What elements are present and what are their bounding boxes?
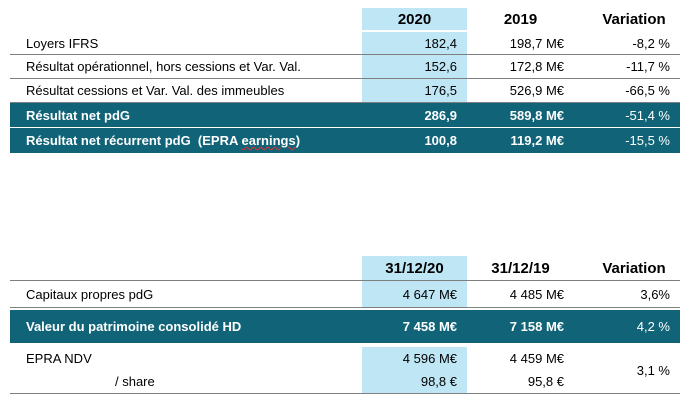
row-value-31-12-20: 4 596 M€ [362, 347, 467, 370]
row-subvalue-31-12-20: 98,8 € [362, 370, 467, 393]
row-variation: -11,7 % [626, 59, 670, 74]
row-subvalue-31-12-19: 95,8 € [527, 374, 564, 389]
row-variation: -8,2 % [632, 35, 670, 51]
row-value-2019: 119,2 M€ [510, 133, 565, 148]
row-label: Capitaux propres pdG [26, 286, 154, 302]
header-2019: 2019 [503, 10, 538, 28]
row-value-31-12-19: 4 485 M€ [509, 286, 564, 302]
row-value-2019: 526,9 M€ [509, 83, 564, 98]
row-variation: 3,1 % [636, 362, 670, 378]
row-variation: -15,5 % [625, 133, 670, 148]
row-variation: -51,4 % [625, 107, 670, 123]
header-31-12-20: 31/12/20 [362, 256, 467, 280]
results-header-row: 2020 2019 Variation [10, 8, 680, 30]
table-row: Loyers IFRS 182,4 198,7 M€ -8,2 % [10, 32, 680, 55]
table-row-highlight: Valeur du patrimoine consolidé HD 7 458 … [10, 310, 680, 343]
row-label-underlined-word: earnings [241, 133, 296, 148]
row-value-2020: 176,5 [362, 79, 467, 102]
row-value-31-12-20: 7 458 M€ [362, 310, 467, 343]
row-label: Résultat opérationnel, hors cessions et … [26, 59, 301, 74]
row-value-2019: 589,8 M€ [509, 107, 564, 123]
row-label: Loyers IFRS [26, 35, 99, 51]
table-bottom-rule [10, 393, 680, 394]
row-value-2019: 172,8 M€ [509, 59, 564, 74]
table-row: Capitaux propres pdG 4 647 M€ 4 485 M€ 3… [10, 281, 680, 308]
row-value-31-12-19: 4 459 M€ [509, 351, 564, 366]
row-label: EPRA NDV [26, 351, 92, 366]
row-variation: 4,2 % [636, 319, 670, 334]
header-31-12-19: 31/12/19 [491, 259, 550, 277]
row-label-part: ) [295, 133, 301, 148]
row-label-part: Résultat net récurrent pdG (EPRA [26, 133, 242, 148]
row-value-2020: 100,8 [362, 128, 467, 153]
table-row-highlight: Résultat net pdG 286,9 589,8 M€ -51,4 % [10, 103, 680, 127]
header-variation: Variation [602, 259, 666, 277]
row-value-2020: 182,4 [362, 32, 467, 54]
row-label: Valeur du patrimoine consolidé HD [26, 319, 242, 334]
table-row: Résultat opérationnel, hors cessions et … [10, 55, 680, 79]
header-2020: 2020 [362, 8, 467, 30]
table-row: Résultat cessions et Var. Val. des immeu… [10, 79, 680, 103]
row-label: Résultat net récurrent pdG (EPRA earning… [10, 128, 362, 153]
header-label [10, 8, 362, 30]
table-row-highlight: Résultat net récurrent pdG (EPRA earning… [10, 128, 680, 153]
table-row-group: EPRA NDV 4 596 M€ 4 459 M€ 3,1 % / share… [10, 347, 680, 393]
row-value-2020: 152,6 [362, 55, 467, 78]
row-variation: 3,6% [640, 286, 670, 302]
row-label: Résultat cessions et Var. Val. des immeu… [26, 83, 285, 98]
row-sublabel: / share [115, 374, 155, 389]
row-variation: -66,5 % [625, 83, 670, 98]
row-value-2020: 286,9 [362, 103, 467, 127]
row-value-31-12-19: 7 158 M€ [509, 319, 564, 334]
header-label [10, 256, 362, 280]
row-value-31-12-20: 4 647 M€ [362, 281, 467, 307]
row-value-2019: 198,7 M€ [509, 35, 564, 51]
balance-header-row: 31/12/20 31/12/19 Variation [10, 256, 680, 281]
header-variation: Variation [602, 10, 666, 28]
row-label: Résultat net pdG [26, 107, 131, 123]
